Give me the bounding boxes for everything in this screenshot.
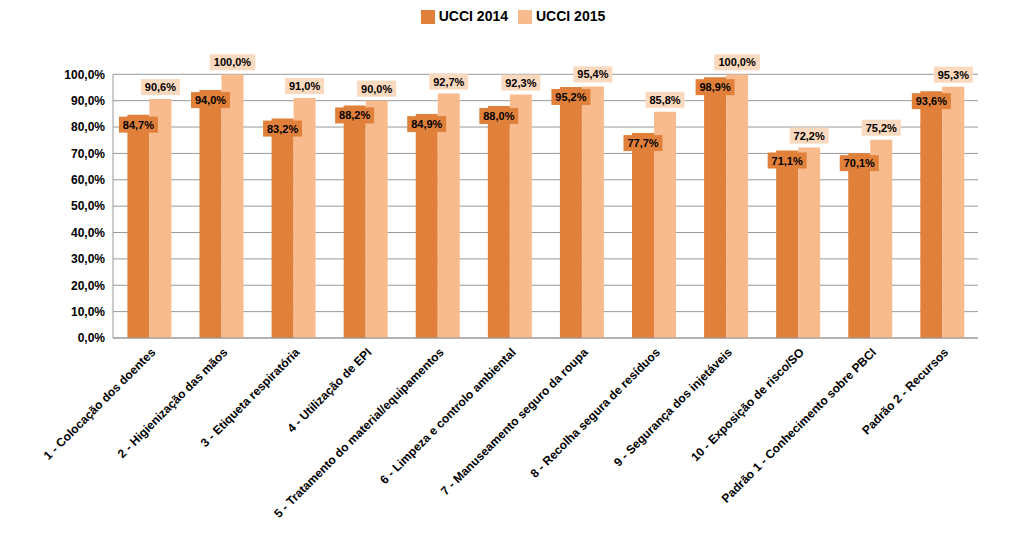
svg-text:88,2%: 88,2% (339, 109, 370, 121)
svg-text:6 - Limpeza e controlo ambient: 6 - Limpeza e controlo ambiental (377, 345, 518, 486)
svg-text:70,0%: 70,0% (71, 147, 105, 161)
svg-text:1 - Colocação dos doentes: 1 - Colocação dos doentes (41, 345, 159, 463)
svg-text:9 - Segurança dos injetáveis: 9 - Segurança dos injetáveis (611, 345, 735, 469)
svg-text:2 - Higienização das mãos: 2 - Higienização das mãos (114, 345, 231, 461)
svg-text:4 - Utilização de EPI: 4 - Utilização de EPI (284, 345, 375, 436)
html-text:UCCI 2014: UCCI 2014 (438, 8, 508, 24)
svg-text:91,0%: 91,0% (289, 80, 320, 92)
svg-text:92,3%: 92,3% (505, 77, 536, 89)
svg-text:3 - Etiqueta respiratória: 3 - Etiqueta respiratória (198, 345, 303, 450)
svg-text:0,0%: 0,0% (78, 331, 106, 345)
svg-text:90,0%: 90,0% (361, 83, 392, 95)
svg-text:88,0%: 88,0% (483, 110, 514, 122)
svg-text:Padrão 1 - Conhecimento sobre: Padrão 1 - Conhecimento sobre PBCI (719, 345, 879, 505)
svg-text:72,2%: 72,2% (794, 130, 825, 142)
svg-text:40,0%: 40,0% (71, 226, 105, 240)
svg-text:84,9%: 84,9% (411, 118, 442, 130)
svg-text:50,0%: 50,0% (71, 199, 105, 213)
svg-text:10,0%: 10,0% (71, 305, 105, 319)
svg-text:20,0%: 20,0% (71, 279, 105, 293)
html-text:UCCI 2015: UCCI 2015 (536, 8, 606, 24)
svg-text:70,1%: 70,1% (844, 157, 875, 169)
svg-text:75,2%: 75,2% (866, 122, 897, 134)
svg-text:95,4%: 95,4% (577, 68, 608, 80)
svg-text:8 - Recolha segura de resíduos: 8 - Recolha segura de resíduos (527, 345, 663, 481)
svg-text:10 - Exposição de risco/SO: 10 - Exposição de risco/SO (688, 345, 807, 464)
svg-text:71,1%: 71,1% (772, 155, 803, 167)
svg-text:95,3%: 95,3% (938, 69, 969, 81)
svg-text:90,6%: 90,6% (145, 81, 176, 93)
svg-text:100,0%: 100,0% (64, 68, 105, 82)
svg-text:80,0%: 80,0% (71, 120, 105, 134)
svg-text:100,0%: 100,0% (214, 56, 252, 68)
svg-text:7 - Manuseamento seguro da rou: 7 - Manuseamento seguro da roupa (438, 345, 591, 498)
svg-text:93,6%: 93,6% (916, 95, 947, 107)
svg-text:94,0%: 94,0% (195, 94, 226, 106)
svg-text:5 - Tratamento do material/equ: 5 - Tratamento do material/equipamentos (271, 345, 447, 521)
svg-text:95,2%: 95,2% (555, 91, 586, 103)
svg-text:30,0%: 30,0% (71, 252, 105, 266)
svg-text:83,2%: 83,2% (267, 123, 298, 135)
svg-text:100,0%: 100,0% (718, 56, 756, 68)
svg-text:85,8%: 85,8% (649, 94, 680, 106)
svg-text:60,0%: 60,0% (71, 173, 105, 187)
svg-text:92,7%: 92,7% (433, 76, 464, 88)
svg-text:84,7%: 84,7% (123, 119, 154, 131)
svg-text:77,7%: 77,7% (627, 137, 658, 149)
svg-text:98,9%: 98,9% (699, 81, 730, 93)
svg-text:Padrão 2 - Recursos: Padrão 2 - Recursos (859, 345, 951, 437)
svg-text:90,0%: 90,0% (71, 94, 105, 108)
